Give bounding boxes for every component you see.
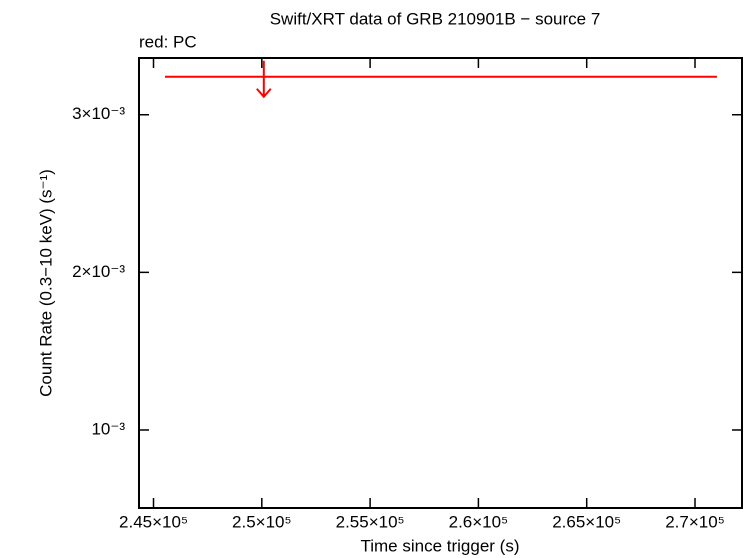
x-tick-label: 2.65×10⁵	[552, 512, 621, 531]
plot-frame	[138, 57, 743, 509]
y-tick-label: 2×10⁻³	[72, 262, 125, 281]
x-tick-label: 2.6×10⁵	[449, 512, 509, 531]
chart-title: Swift/XRT data of GRB 210901B − source 7	[270, 9, 601, 28]
x-tick-label: 2.45×10⁵	[119, 512, 188, 531]
x-tick-label: 2.55×10⁵	[336, 512, 405, 531]
x-tick-label: 2.7×10⁵	[665, 512, 725, 531]
y-tick-label: 3×10⁻³	[72, 104, 125, 123]
x-axis-label: Time since trigger (s)	[360, 536, 519, 555]
upper-limit-arrow	[256, 60, 272, 99]
y-tick-label: 10⁻³	[91, 419, 125, 438]
x-tick-label: 2.5×10⁵	[232, 512, 292, 531]
legend-text: red: PC	[139, 32, 197, 51]
y-axis-label: Count Rate (0.3−10 keV) (s⁻¹)	[36, 169, 55, 397]
